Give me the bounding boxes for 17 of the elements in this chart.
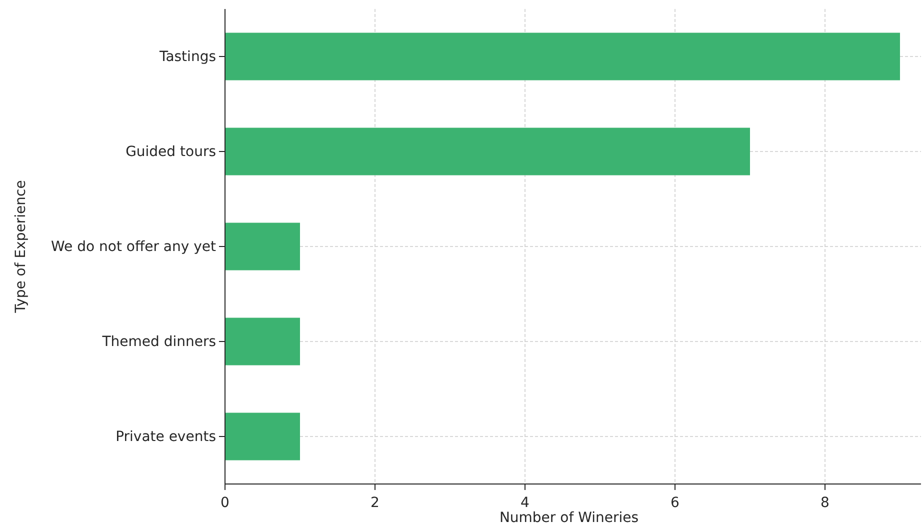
bar — [225, 222, 300, 270]
y-tick-label: We do not offer any yet — [51, 238, 216, 255]
x-tick-label: 0 — [220, 495, 230, 511]
x-tick-label: 6 — [670, 495, 680, 511]
bar — [225, 412, 300, 460]
x-tick-label: 2 — [370, 495, 380, 511]
bar — [225, 128, 750, 176]
x-tick-label: 4 — [520, 495, 530, 511]
y-axis-title: Type of Experience — [13, 180, 29, 314]
bar — [225, 32, 900, 80]
y-tick-label: Guided tours — [126, 144, 216, 160]
y-tick-label: Tastings — [158, 48, 216, 65]
bar — [225, 318, 300, 366]
x-axis-title: Number of Wineries — [499, 510, 639, 526]
y-tick-label: Private events — [116, 428, 216, 445]
x-tick-label: 8 — [820, 495, 830, 511]
y-tick-label: Themed dinners — [101, 334, 216, 350]
